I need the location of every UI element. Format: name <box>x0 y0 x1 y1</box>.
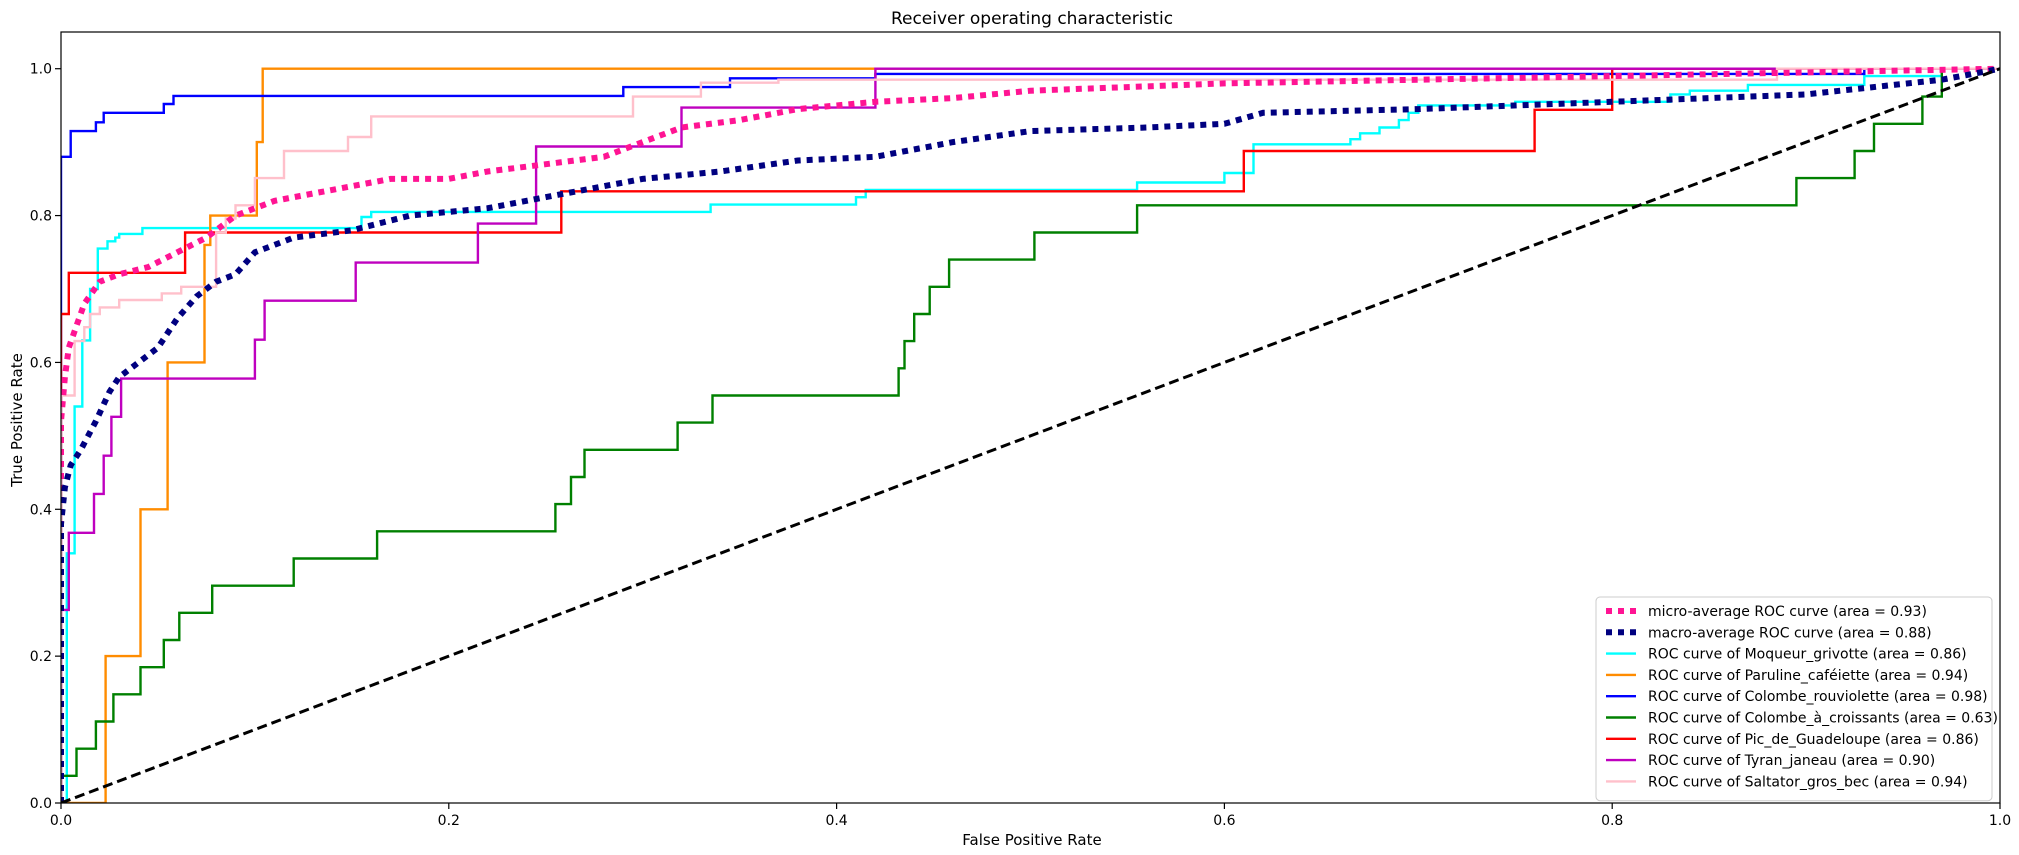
x-tick-label: 0.8 <box>1601 813 1623 829</box>
chance-diagonal-line <box>61 67 2000 803</box>
series-line-1 <box>61 65 2000 803</box>
x-tick-label: 0.2 <box>438 813 460 829</box>
y-tick-label: 0.0 <box>30 796 52 812</box>
axes: 0.0 0.2 0.4 0.6 0.8 1.0 0.0 0.2 0.4 0.6 0.8 1.0 <box>30 31 2011 829</box>
x-tick-label: 0.6 <box>1213 813 1235 829</box>
y-tick-label: 1.0 <box>30 62 52 78</box>
x-axis-label: False Positive Rate <box>962 831 1101 849</box>
y-axis-label: True Positive Rate <box>8 353 26 488</box>
legend-label: ROC curve of Tyran_janeau (area = 0.90) <box>1648 753 1935 769</box>
legend-label: ROC curve of Paruline_caféiette (area = … <box>1648 668 1968 684</box>
x-tick-label: 0.0 <box>50 813 72 829</box>
y-tick-label: 0.8 <box>30 209 52 225</box>
legend-label: micro-average ROC curve (area = 0.93) <box>1648 604 1927 620</box>
legend-label: ROC curve of Colombe_à_croissants (area … <box>1648 711 1998 727</box>
x-tick-label: 0.4 <box>825 813 847 829</box>
x-tick-label: 1.0 <box>1989 813 2011 829</box>
series-line-3 <box>61 67 2000 803</box>
legend-label: ROC curve of Colombe_rouviolette (area =… <box>1648 689 1988 705</box>
plot-frame <box>60 31 2001 804</box>
y-tick-label: 0.6 <box>30 355 52 371</box>
series-line-7 <box>61 67 2000 803</box>
legend-label: ROC curve of Pic_de_Guadeloupe (area = 0… <box>1648 732 1979 748</box>
chart-title: Receiver operating characteristic <box>891 9 1173 29</box>
y-tick-label: 0.4 <box>30 502 52 518</box>
legend: micro-average ROC curve (area = 0.93) mac… <box>1595 596 1998 802</box>
plot-area <box>61 65 2000 803</box>
series-line-5 <box>61 67 2000 803</box>
legend-box <box>1595 596 1993 802</box>
series-line-8 <box>61 67 2000 803</box>
legend-label: macro-average ROC curve (area = 0.88) <box>1648 625 1932 641</box>
legend-label: ROC curve of Moqueur_grivotte (area = 0.… <box>1648 647 1967 663</box>
y-tick-label: 0.2 <box>30 649 52 665</box>
legend-label: ROC curve of Saltator_gros_bec (area = 0… <box>1648 774 1968 790</box>
